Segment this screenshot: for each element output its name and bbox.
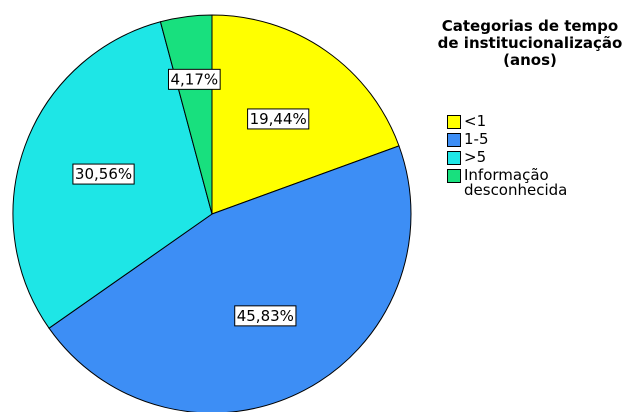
pie-slice [48,145,412,412]
legend-swatch [447,115,461,129]
legend-swatch [447,133,461,147]
data-label: 45,83% [237,307,294,325]
data-label: 19,44% [250,110,307,128]
data-label-box [167,68,221,90]
data-label-box [72,163,135,185]
legend-item: Informação desconhecida [447,168,627,198]
data-label: 30,56% [75,165,132,183]
data-label-box [234,305,297,327]
legend-label: <1 [464,112,487,130]
legend-item: 1-5 [447,132,627,147]
legend-label: >5 [464,148,487,166]
legend-title: Categorias de tempo de institucionalizaç… [437,17,623,69]
data-label-box [247,108,310,130]
legend-item: >5 [447,150,627,165]
legend-label: 1-5 [464,130,489,148]
pie-slice [159,14,213,215]
legend-label: Informação desconhecida [464,166,568,199]
legend-swatch [447,151,461,165]
legend-swatch [447,169,461,183]
legend-item: <1 [447,114,627,129]
data-label: 4,17% [170,70,218,88]
